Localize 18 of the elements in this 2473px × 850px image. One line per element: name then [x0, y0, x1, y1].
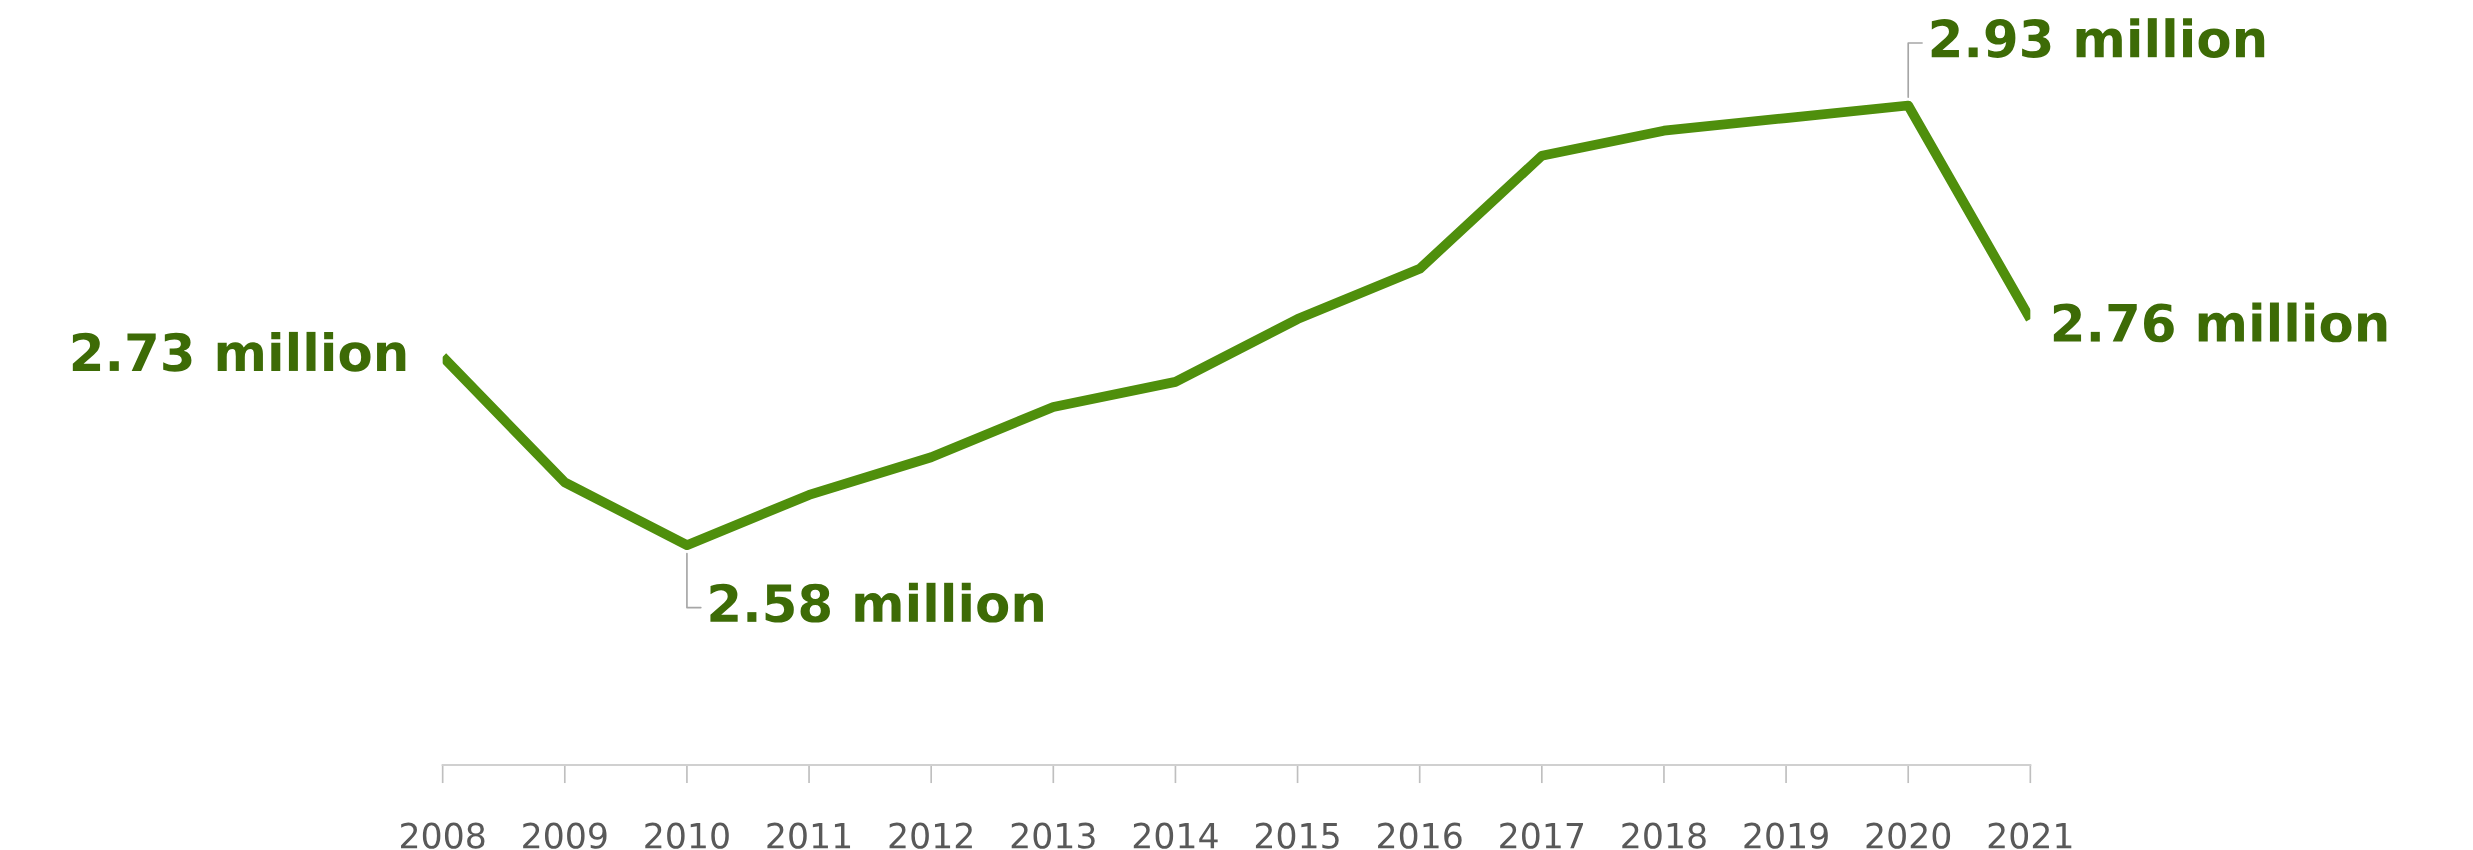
data-label: 2.93 million: [1931, 18, 2265, 58]
x-tick-label: 2018: [1622, 822, 1706, 849]
x-tick-label: 2014: [1133, 822, 1218, 849]
x-tick-label: 2021: [1988, 822, 2072, 849]
x-tick-label: 2017: [1500, 822, 1584, 849]
x-tick-label: 2011: [767, 822, 851, 849]
data-label: 2.73 million: [72, 331, 406, 372]
x-tick-label: 2010: [645, 822, 729, 849]
x-tick-label: 2012: [889, 822, 972, 849]
x-tick-label: 2019: [1744, 822, 1828, 849]
x-tick-label: 2013: [1011, 822, 1095, 849]
data-label: 2.58 million: [710, 582, 1043, 623]
x-tick-label: 2020: [1866, 822, 1951, 849]
x-tick-label: 2016: [1378, 822, 1462, 849]
data-label: 2.76 million: [2053, 302, 2387, 343]
x-tick-label: 2008: [401, 822, 485, 849]
x-tick-label: 2009: [523, 822, 607, 849]
x-tick-label: 2015: [1255, 822, 1339, 849]
